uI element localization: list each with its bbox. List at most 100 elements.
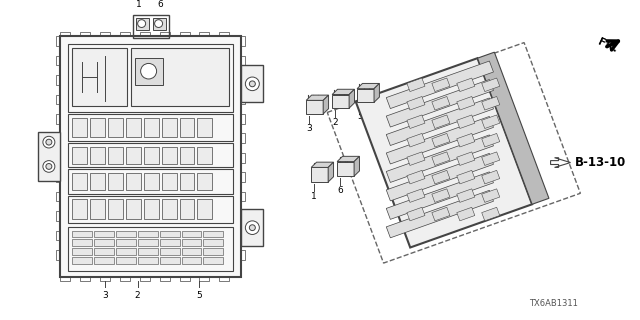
Bar bbox=[56, 250, 60, 260]
Bar bbox=[161, 147, 177, 164]
Bar bbox=[60, 32, 70, 36]
Text: 1: 1 bbox=[311, 192, 317, 201]
Bar bbox=[159, 257, 180, 264]
Polygon shape bbox=[387, 153, 493, 201]
Polygon shape bbox=[482, 189, 500, 202]
Polygon shape bbox=[374, 84, 380, 102]
Polygon shape bbox=[482, 152, 500, 165]
Bar bbox=[143, 118, 159, 137]
Text: 3: 3 bbox=[102, 291, 108, 300]
Text: 6: 6 bbox=[337, 186, 343, 195]
Bar bbox=[68, 44, 234, 112]
Polygon shape bbox=[387, 79, 493, 127]
Polygon shape bbox=[357, 84, 380, 89]
Text: 2: 2 bbox=[332, 118, 338, 127]
Polygon shape bbox=[432, 78, 450, 92]
Bar bbox=[93, 239, 114, 246]
Bar bbox=[220, 32, 229, 36]
Bar bbox=[159, 277, 170, 281]
Polygon shape bbox=[407, 115, 425, 129]
Bar bbox=[198, 147, 212, 164]
Bar bbox=[90, 199, 105, 219]
Polygon shape bbox=[407, 152, 425, 165]
Polygon shape bbox=[323, 95, 328, 114]
Polygon shape bbox=[457, 189, 475, 202]
Circle shape bbox=[43, 136, 55, 148]
Bar bbox=[90, 118, 105, 137]
Bar bbox=[80, 32, 90, 36]
Text: 2: 2 bbox=[135, 291, 140, 300]
Bar bbox=[38, 132, 60, 181]
Bar bbox=[161, 173, 177, 190]
Bar bbox=[72, 248, 92, 255]
Bar bbox=[241, 133, 245, 143]
Bar bbox=[68, 196, 234, 223]
Bar bbox=[241, 153, 245, 163]
Text: FR.: FR. bbox=[596, 37, 620, 55]
Bar bbox=[72, 239, 92, 246]
Bar bbox=[182, 257, 202, 264]
Polygon shape bbox=[407, 189, 425, 202]
Bar bbox=[93, 231, 114, 237]
Bar bbox=[180, 199, 195, 219]
Polygon shape bbox=[407, 207, 425, 221]
Bar bbox=[198, 173, 212, 190]
Bar bbox=[108, 173, 123, 190]
Bar bbox=[161, 199, 177, 219]
Polygon shape bbox=[337, 156, 360, 162]
Polygon shape bbox=[457, 133, 475, 147]
Polygon shape bbox=[482, 133, 500, 147]
Circle shape bbox=[43, 161, 55, 172]
Bar bbox=[125, 147, 141, 164]
Polygon shape bbox=[432, 133, 450, 147]
Polygon shape bbox=[387, 172, 493, 220]
Circle shape bbox=[245, 77, 259, 91]
Bar bbox=[220, 277, 229, 281]
Bar bbox=[143, 173, 159, 190]
Polygon shape bbox=[387, 135, 493, 182]
Bar bbox=[116, 248, 136, 255]
Bar bbox=[241, 211, 245, 221]
Bar bbox=[60, 277, 70, 281]
Polygon shape bbox=[457, 207, 475, 221]
Text: 6: 6 bbox=[157, 0, 163, 9]
Circle shape bbox=[250, 81, 255, 87]
Bar bbox=[159, 248, 180, 255]
Bar bbox=[72, 199, 87, 219]
Bar bbox=[182, 248, 202, 255]
Polygon shape bbox=[457, 97, 475, 110]
Bar bbox=[180, 32, 189, 36]
Polygon shape bbox=[407, 133, 425, 147]
Bar bbox=[140, 32, 150, 36]
Polygon shape bbox=[457, 152, 475, 165]
Bar bbox=[68, 169, 234, 194]
Bar bbox=[125, 199, 141, 219]
Bar bbox=[159, 32, 170, 36]
Bar bbox=[204, 248, 223, 255]
Bar bbox=[241, 231, 245, 240]
Bar bbox=[100, 32, 109, 36]
Circle shape bbox=[138, 20, 146, 28]
Bar bbox=[72, 173, 87, 190]
Bar bbox=[134, 58, 163, 85]
Bar bbox=[198, 199, 212, 219]
Bar bbox=[56, 172, 60, 182]
Polygon shape bbox=[356, 58, 532, 247]
Bar bbox=[180, 147, 195, 164]
Polygon shape bbox=[482, 207, 500, 221]
Bar bbox=[56, 211, 60, 221]
Polygon shape bbox=[306, 95, 328, 100]
Polygon shape bbox=[337, 162, 354, 176]
Bar bbox=[56, 75, 60, 85]
Polygon shape bbox=[482, 97, 500, 110]
Bar bbox=[132, 15, 168, 38]
Text: 1: 1 bbox=[136, 0, 141, 9]
Bar bbox=[72, 257, 92, 264]
Polygon shape bbox=[477, 52, 549, 204]
Bar bbox=[200, 32, 209, 36]
Bar bbox=[108, 199, 123, 219]
Circle shape bbox=[46, 164, 52, 169]
Bar bbox=[241, 65, 263, 102]
Polygon shape bbox=[306, 100, 323, 114]
Bar bbox=[241, 192, 245, 201]
